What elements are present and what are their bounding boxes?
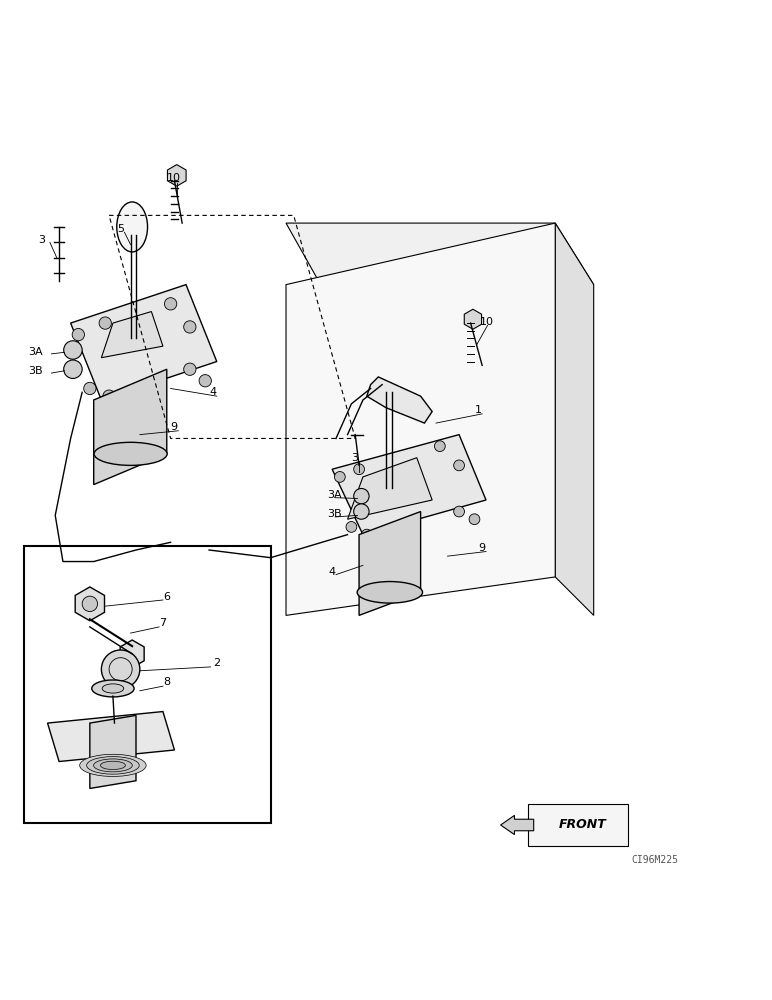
Text: FRONT: FRONT bbox=[559, 818, 607, 831]
Ellipse shape bbox=[100, 761, 125, 770]
Text: 4: 4 bbox=[209, 387, 216, 397]
Text: 1: 1 bbox=[475, 405, 482, 415]
Circle shape bbox=[99, 317, 111, 329]
Polygon shape bbox=[101, 312, 163, 358]
Circle shape bbox=[199, 375, 212, 387]
Circle shape bbox=[64, 341, 82, 359]
Circle shape bbox=[164, 298, 177, 310]
Ellipse shape bbox=[93, 759, 132, 772]
Text: CI96M225: CI96M225 bbox=[631, 855, 679, 865]
Polygon shape bbox=[347, 458, 432, 519]
Polygon shape bbox=[286, 223, 594, 285]
Circle shape bbox=[354, 464, 364, 475]
Circle shape bbox=[101, 650, 140, 688]
Circle shape bbox=[354, 504, 369, 519]
Text: 5: 5 bbox=[117, 224, 124, 234]
Bar bbox=[25, 546, 271, 823]
Circle shape bbox=[64, 360, 82, 378]
Circle shape bbox=[435, 441, 445, 452]
Ellipse shape bbox=[80, 754, 146, 776]
Circle shape bbox=[454, 506, 465, 517]
Text: 9: 9 bbox=[479, 543, 486, 553]
Circle shape bbox=[346, 522, 357, 532]
FancyBboxPatch shape bbox=[528, 804, 628, 846]
Ellipse shape bbox=[92, 680, 134, 697]
Circle shape bbox=[334, 472, 345, 482]
Text: 2: 2 bbox=[213, 658, 220, 668]
Text: 8: 8 bbox=[163, 677, 170, 687]
Polygon shape bbox=[332, 435, 486, 535]
Circle shape bbox=[72, 328, 84, 341]
Text: 7: 7 bbox=[159, 618, 166, 628]
Circle shape bbox=[83, 382, 96, 395]
Text: 3: 3 bbox=[351, 453, 358, 463]
Ellipse shape bbox=[102, 684, 124, 693]
Text: 3A: 3A bbox=[29, 347, 43, 357]
Circle shape bbox=[184, 321, 196, 333]
Circle shape bbox=[103, 390, 115, 402]
Text: 3A: 3A bbox=[327, 490, 342, 500]
Ellipse shape bbox=[86, 757, 139, 774]
Text: 10: 10 bbox=[167, 173, 181, 183]
Text: 9: 9 bbox=[171, 422, 178, 432]
Polygon shape bbox=[359, 512, 421, 615]
Text: 6: 6 bbox=[163, 592, 170, 602]
Polygon shape bbox=[93, 369, 167, 485]
Ellipse shape bbox=[117, 202, 147, 252]
Ellipse shape bbox=[94, 442, 168, 465]
Text: 3B: 3B bbox=[327, 509, 342, 519]
Polygon shape bbox=[48, 712, 174, 762]
Circle shape bbox=[82, 596, 97, 612]
Polygon shape bbox=[367, 377, 432, 423]
Polygon shape bbox=[286, 223, 555, 615]
Text: 10: 10 bbox=[480, 317, 494, 327]
FancyArrow shape bbox=[500, 815, 533, 835]
Polygon shape bbox=[90, 715, 136, 788]
Circle shape bbox=[361, 529, 372, 540]
Polygon shape bbox=[555, 223, 594, 615]
Text: 4: 4 bbox=[328, 567, 335, 577]
Ellipse shape bbox=[357, 582, 422, 603]
Polygon shape bbox=[70, 285, 217, 400]
Circle shape bbox=[469, 514, 480, 525]
Text: 3B: 3B bbox=[29, 366, 43, 376]
Circle shape bbox=[184, 363, 196, 375]
Circle shape bbox=[454, 460, 465, 471]
Text: 3: 3 bbox=[39, 235, 46, 245]
Circle shape bbox=[354, 488, 369, 504]
